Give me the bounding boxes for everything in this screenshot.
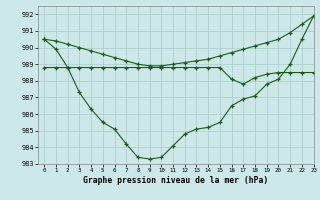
X-axis label: Graphe pression niveau de la mer (hPa): Graphe pression niveau de la mer (hPa)	[84, 176, 268, 185]
